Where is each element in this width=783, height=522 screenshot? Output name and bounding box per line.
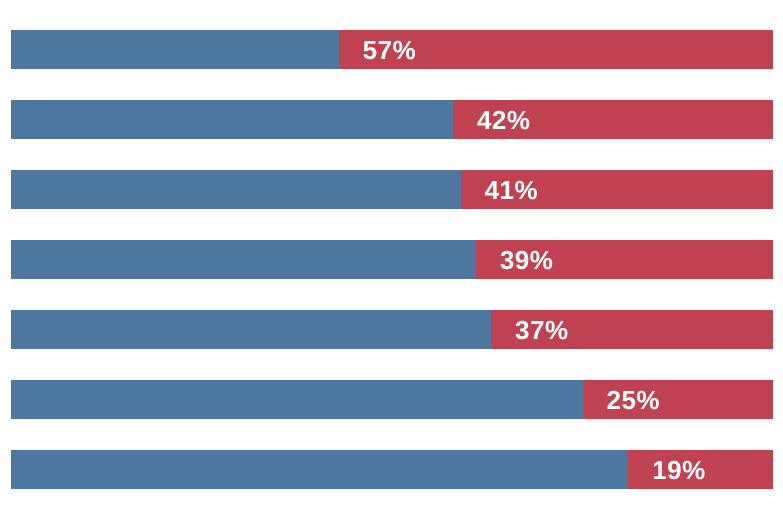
blue-segment: [11, 380, 583, 419]
percent-label: 25%: [606, 384, 661, 415]
percent-label: 39%: [499, 244, 554, 275]
percent-label: 42%: [476, 104, 531, 135]
red-segment: 19%: [628, 450, 773, 489]
blue-segment: [11, 100, 453, 139]
blue-segment: [11, 450, 629, 489]
blue-segment: [11, 30, 339, 69]
red-segment: 41%: [460, 170, 773, 209]
red-segment: 57%: [338, 30, 773, 69]
red-segment: 39%: [475, 240, 773, 279]
blue-segment: [11, 240, 476, 279]
red-segment: 37%: [491, 310, 773, 349]
percent-label: 19%: [652, 454, 706, 485]
blue-segment: [11, 310, 492, 349]
percent-label: 57%: [362, 34, 417, 65]
bar-row: 39%: [11, 240, 773, 279]
percent-label: 41%: [484, 174, 539, 205]
percent-label: 37%: [515, 314, 569, 345]
bar-row: 42%: [11, 100, 773, 139]
red-segment: 42%: [452, 100, 773, 139]
blue-segment: [11, 170, 461, 209]
bar-row: 19%: [11, 450, 773, 489]
bar-row: 41%: [11, 170, 773, 209]
red-segment: 25%: [582, 380, 773, 419]
bar-row: 25%: [11, 380, 773, 419]
bar-row: 37%: [11, 310, 773, 349]
bar-row: 57%: [11, 30, 773, 69]
